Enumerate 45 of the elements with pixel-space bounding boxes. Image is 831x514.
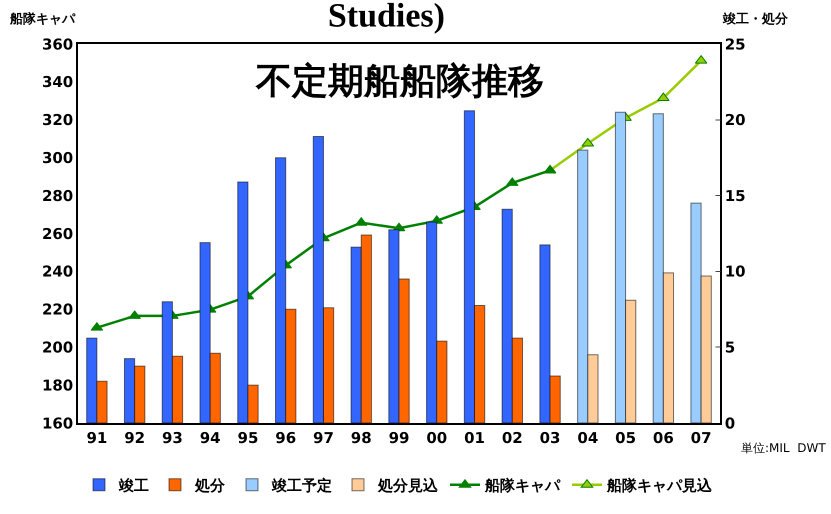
y2-tick-label: 5 <box>724 338 736 356</box>
x-tick-label: 99 <box>388 428 410 447</box>
y-axis-title: 船隊キャパ <box>9 11 76 27</box>
x-tick-label: 07 <box>690 428 712 447</box>
y2-tick-label: 0 <box>724 414 736 432</box>
y2-tick-label: 25 <box>724 35 746 54</box>
legend-label: 竣工 <box>118 476 149 495</box>
y-tick-label: 300 <box>42 148 74 167</box>
y-tick-label: 340 <box>42 73 74 92</box>
x-tick-label: 98 <box>350 428 372 447</box>
x-tick-label: 06 <box>652 428 674 447</box>
legend-label: 処分 <box>194 476 226 495</box>
x-tick-label: 94 <box>200 428 221 447</box>
x-tick-label: 01 <box>464 428 485 447</box>
x-tick-label: 04 <box>577 428 598 447</box>
text: 単位:MIL DWT <box>741 441 826 455</box>
y-tick-label: 180 <box>42 376 74 394</box>
x-tick-label: 97 <box>313 428 334 447</box>
y-tick-label: 220 <box>42 300 74 319</box>
y-tick-label: 260 <box>42 224 74 243</box>
chart-title: Studies) <box>328 0 445 34</box>
x-tick-label: 95 <box>238 428 258 447</box>
legend-label: 処分見込 <box>377 476 439 495</box>
x-tick-label: 00 <box>426 428 448 447</box>
y-tick-label: 360 <box>42 35 74 54</box>
x-tick-label: 05 <box>615 428 636 447</box>
y2-tick-label: 10 <box>724 262 746 281</box>
x-tick-label: 02 <box>502 428 523 447</box>
y2-tick-label: 15 <box>724 186 746 205</box>
legend-label: 竣工予定 <box>271 476 332 495</box>
legend-label: 船隊キャパ見込 <box>606 476 713 495</box>
x-tick-label: 91 <box>86 428 108 447</box>
x-tick-label: 96 <box>275 428 296 447</box>
y-tick-label: 200 <box>42 338 74 356</box>
x-tick-label: 93 <box>162 428 183 447</box>
text: 不定期船船隊推移 <box>255 61 544 102</box>
legend-label: 船隊キャパ <box>484 476 561 495</box>
y-tick-label: 320 <box>42 111 74 130</box>
y-tick-label: 280 <box>42 186 74 205</box>
y-tick-label: 160 <box>42 414 74 432</box>
x-tick-label: 92 <box>124 428 146 447</box>
y2-axis-title: 竣工・処分 <box>722 11 789 27</box>
y-tick-label: 240 <box>42 262 74 281</box>
y2-tick-label: 20 <box>724 111 746 130</box>
x-tick-label: 03 <box>540 428 560 447</box>
